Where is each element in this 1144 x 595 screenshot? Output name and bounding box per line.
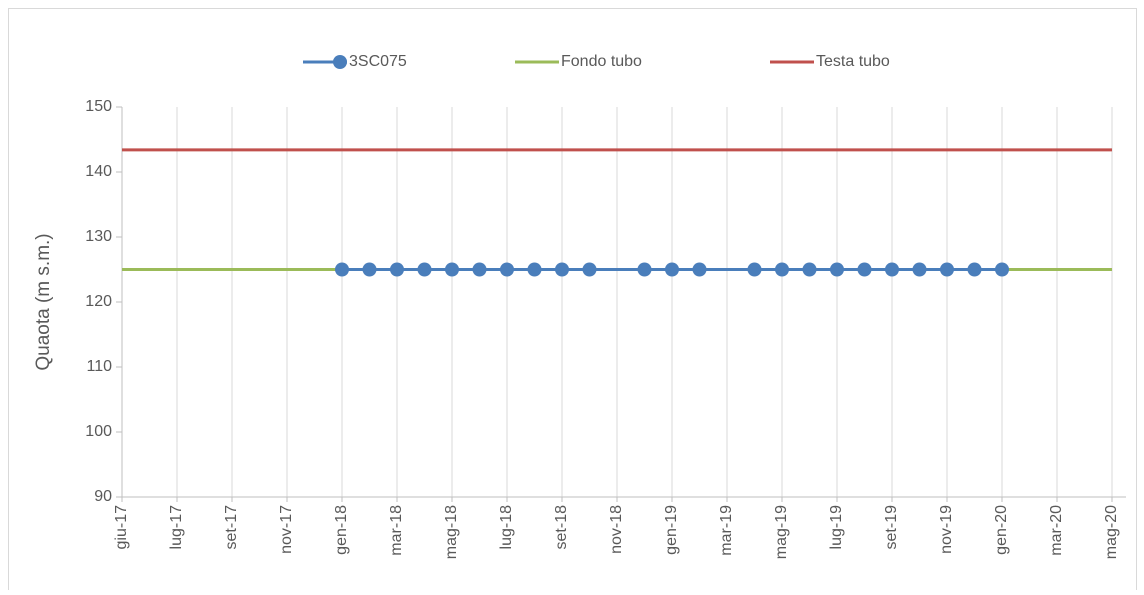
data-point (967, 262, 982, 277)
x-tick-label: lug-18 (498, 505, 515, 550)
y-tick-label: 100 (85, 423, 112, 440)
data-point (665, 262, 679, 277)
data-point (335, 262, 349, 277)
data-point (830, 262, 844, 277)
x-tick-label: mar-18 (388, 505, 405, 556)
data-point (362, 262, 377, 277)
chart-frame (8, 8, 1137, 595)
data-point (390, 262, 404, 277)
data-point (940, 262, 954, 277)
data-point (747, 262, 762, 277)
y-tick-label: 110 (86, 358, 112, 375)
x-tick-label: lug-17 (168, 505, 185, 550)
data-point (912, 262, 927, 277)
data-point (637, 262, 652, 277)
legend-label: Testa tubo (816, 53, 890, 70)
data-point (582, 262, 597, 277)
x-tick-label: set-18 (553, 505, 570, 550)
y-tick-label: 130 (85, 228, 112, 245)
x-tick-label: giu-17 (113, 505, 130, 550)
y-tick-label: 120 (85, 293, 112, 310)
legend-label: Fondo tubo (561, 53, 642, 70)
x-tick-label: mag-20 (1103, 505, 1120, 559)
x-tick-label: gen-19 (663, 505, 680, 555)
y-axis-label: Quaota (m s.m.) (33, 233, 54, 370)
data-point (857, 262, 872, 277)
data-point (802, 262, 817, 277)
y-tick-label: 150 (85, 98, 112, 115)
y-tick-label: 140 (85, 163, 112, 180)
data-point (692, 262, 707, 277)
x-tick-label: nov-18 (608, 505, 625, 554)
data-point (775, 262, 789, 277)
legend-marker (333, 55, 347, 69)
x-tick-label: gen-18 (333, 505, 350, 555)
x-tick-label: set-19 (883, 505, 900, 550)
x-tick-label: mar-20 (1048, 505, 1065, 556)
legend-label: 3SC075 (349, 53, 407, 70)
x-tick-label: set-17 (223, 505, 240, 550)
x-tick-label: gen-20 (993, 505, 1010, 555)
x-tick-label: mag-18 (443, 505, 460, 559)
data-point (995, 262, 1009, 277)
x-tick-label: mag-19 (773, 505, 790, 559)
data-point (500, 262, 514, 277)
x-tick-label: nov-17 (278, 505, 295, 554)
y-tick-label: 90 (94, 488, 112, 505)
x-tick-label: mar-19 (718, 505, 735, 556)
data-point (445, 262, 459, 277)
data-point (417, 262, 432, 277)
x-tick-label: lug-19 (828, 505, 845, 550)
x-tick-label: nov-19 (938, 505, 955, 554)
data-point (555, 262, 569, 277)
data-point (472, 262, 487, 277)
data-point (527, 262, 542, 277)
data-point (885, 262, 899, 277)
